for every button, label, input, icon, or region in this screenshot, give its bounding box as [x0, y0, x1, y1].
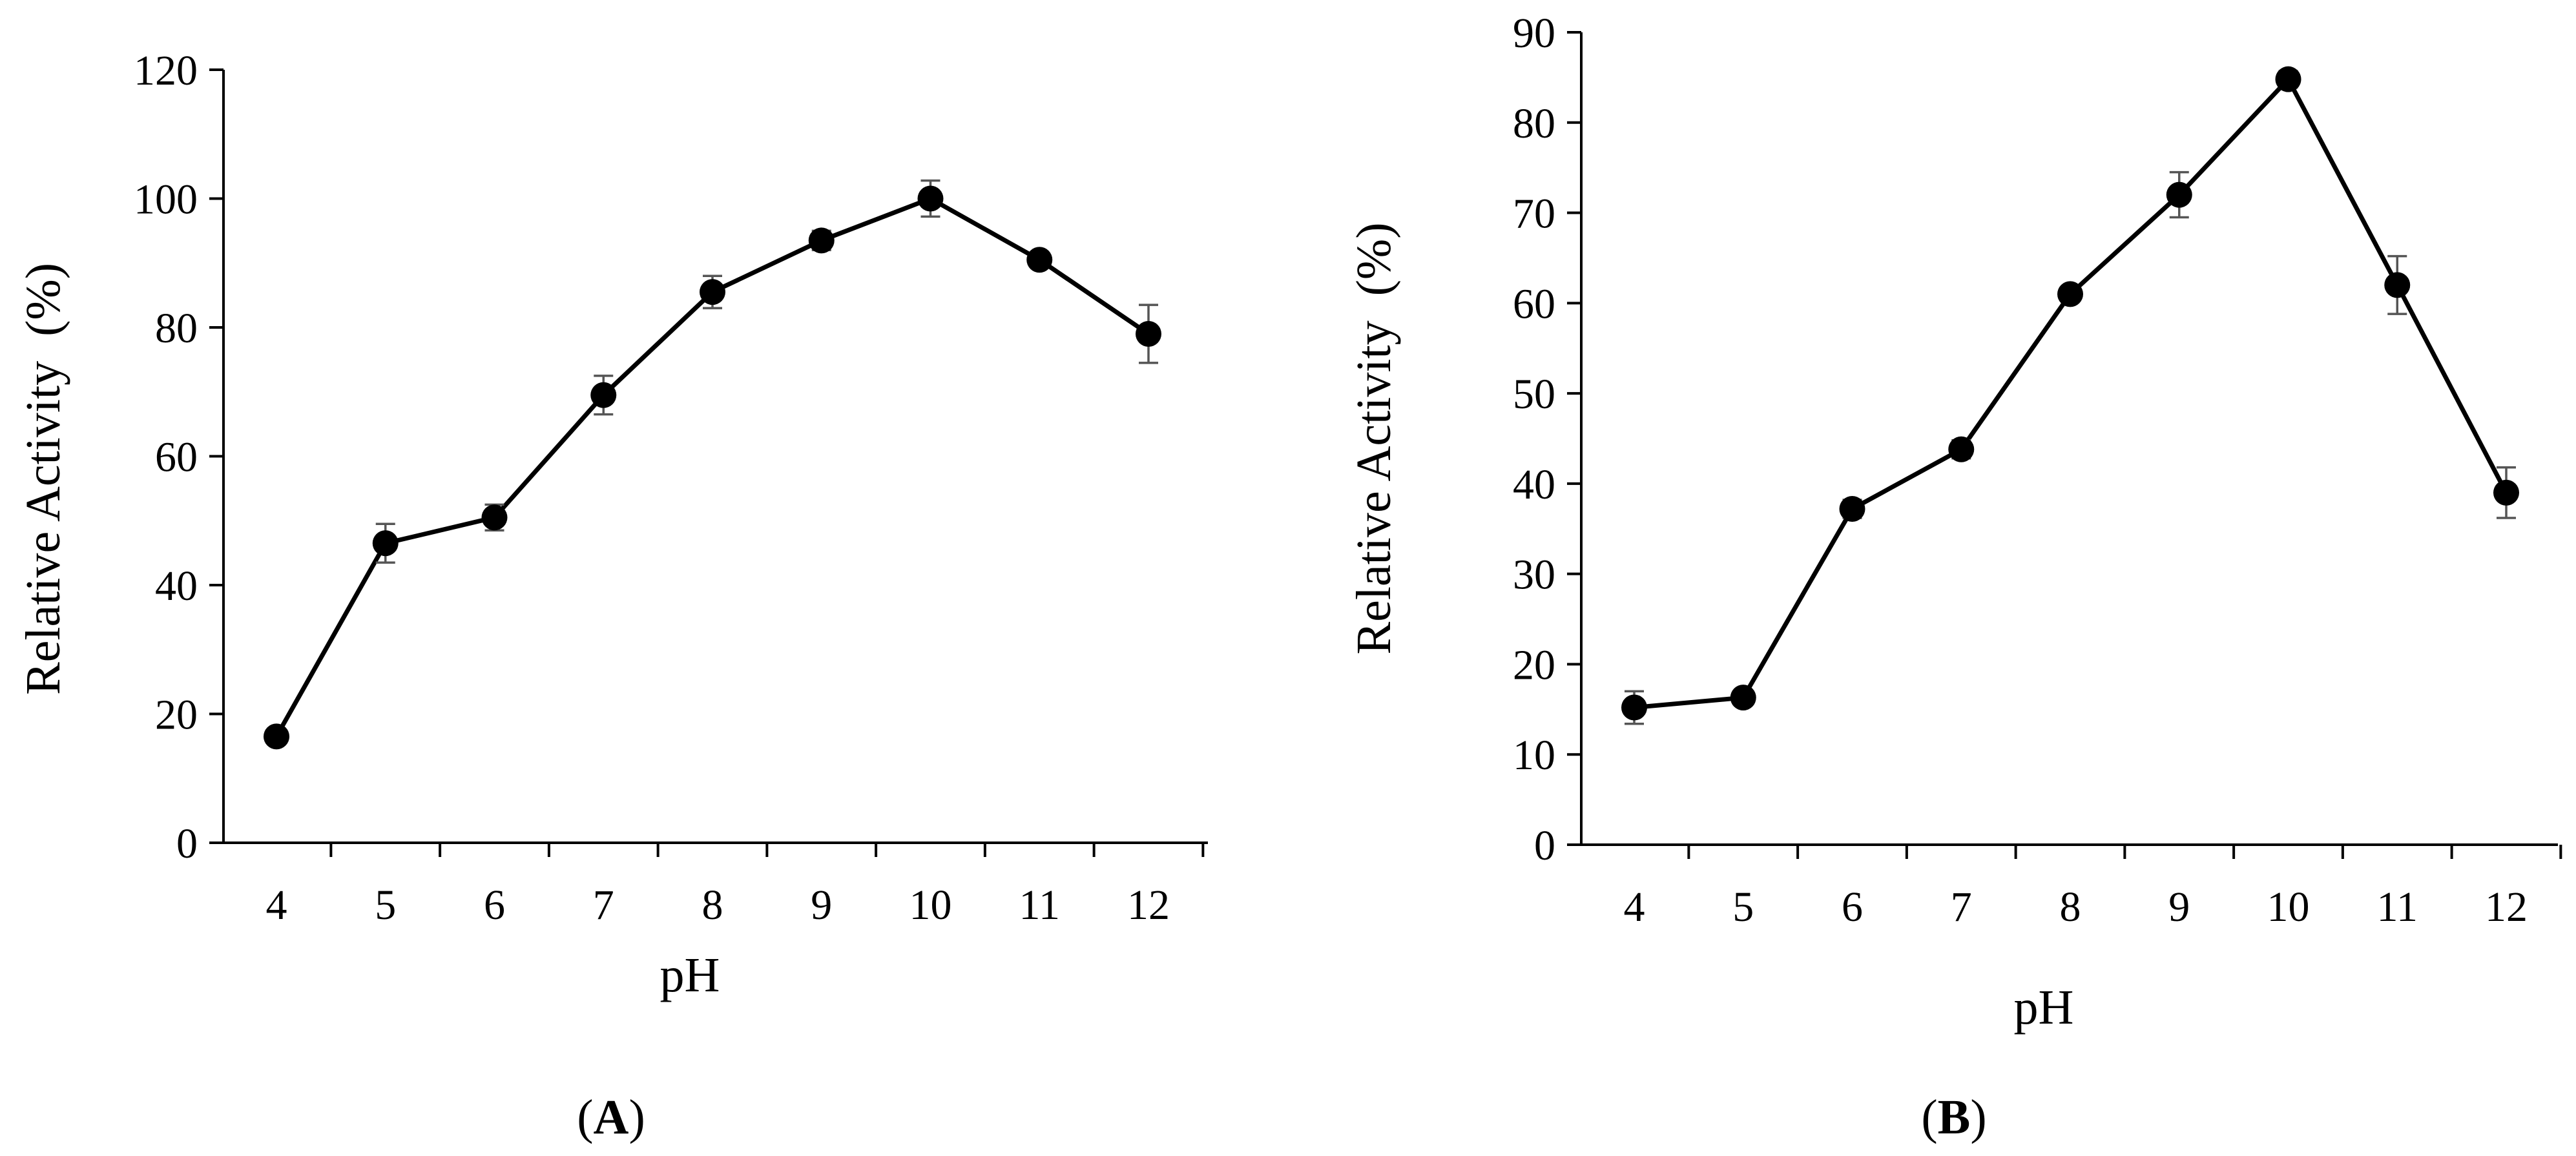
panel-a-y-tick-label: 80: [155, 305, 198, 352]
panel-a-y-tick-label: 120: [134, 47, 198, 94]
panel-b-y-tick-label: 80: [1513, 100, 1555, 147]
panel-b-x-tick-label: 7: [1951, 883, 1972, 931]
panel-a-y-tick-label: 100: [134, 176, 198, 223]
panel-b-data-point: [2057, 281, 2083, 307]
panel-a-y-tick-label: 40: [155, 563, 198, 610]
panel-a-y-tick-label: 20: [155, 692, 198, 739]
panel-b-data-point: [1621, 694, 1647, 721]
panel-a-data-point: [372, 530, 399, 557]
panel-a-x-tick-label: 9: [811, 882, 832, 929]
panel-a-y-tick-label: 60: [155, 434, 198, 481]
panel-a-x-tick-label: 12: [1127, 882, 1170, 929]
panel-b-x-axis-title: pH: [2014, 980, 2074, 1035]
panel-b-y-tick-label: 10: [1513, 732, 1555, 779]
panel-b-data-point: [2275, 66, 2301, 92]
panel-b-x-tick-label: 9: [2168, 883, 2190, 931]
panel-a-label-letter: A: [594, 1090, 629, 1144]
panel-a-x-tick-label: 4: [266, 882, 287, 929]
panel-b-data-point: [1839, 496, 1865, 522]
panel-a-x-tick-label: 8: [702, 882, 723, 929]
panel-b-y-tick-label: 40: [1513, 461, 1555, 508]
panel-a-data-point: [700, 279, 725, 305]
panel-b-label-letter: B: [1938, 1090, 1971, 1144]
panel-b-y-axis-title: Relative Activity (%): [1347, 222, 1401, 654]
panel-b-x-tick-label: 12: [2485, 883, 2528, 931]
panel-b-x-tick-label: 4: [1624, 883, 1645, 931]
panel-b-data-point: [1730, 685, 1756, 711]
panel-a-data-point: [1026, 247, 1053, 273]
panel-b-series-line: [1634, 77, 2509, 710]
panel-a-data-point: [264, 723, 289, 750]
panel-b-data-point: [2166, 181, 2192, 208]
panel-a-y-tick-label: 0: [176, 820, 198, 867]
panel-a-data-point: [917, 185, 944, 212]
panel-b-y-tick-label: 50: [1513, 371, 1555, 418]
panel-b-label: (B): [1921, 1090, 1986, 1144]
panel-a-data-point: [1136, 320, 1161, 347]
panel-a-data-point: [590, 382, 617, 408]
panel-b-chart: 0 10 20 30 40 50 60 70 80 90 4 5 6 7 8 9 10 11 12 pH Relativ…: [1347, 10, 2562, 1144]
panel-b-data-point: [1948, 436, 1975, 462]
panel-a-x-axis-title: pH: [660, 948, 720, 1002]
panel-b-data-point: [2384, 272, 2411, 298]
panel-a-x-tick-label: 11: [1019, 882, 1060, 929]
panel-b-y-tick-label: 70: [1513, 191, 1555, 238]
panel-a-x-tick-label: 7: [593, 882, 614, 929]
panel-a-label: (A): [577, 1090, 645, 1144]
panel-b-x-tick-label: 6: [1842, 883, 1863, 931]
panel-a-x-tick-label: 6: [484, 882, 505, 929]
panel-a-data-point: [481, 504, 508, 531]
panel-a-y-axis-title: Relative Activity (%): [16, 263, 70, 695]
panel-a-x-tick-label: 10: [909, 882, 952, 929]
panel-b-y-tick-label: 30: [1513, 552, 1555, 599]
panel-b-data-point: [2493, 479, 2519, 506]
panel-b-x-tick-label: 5: [1732, 883, 1754, 931]
panel-b-y-tick-label: 90: [1513, 10, 1555, 57]
panel-b-x-tick-label: 8: [2060, 883, 2081, 931]
panel-a-data-point: [808, 227, 835, 254]
panel-a-chart: 0 20 40 60 80 100 120 4 5 6 7 8 9 10 11 12 pH Relative Ac…: [16, 47, 1208, 1144]
panel-b-y-tick-label: 0: [1534, 822, 1555, 869]
panel-b-x-tick-label: 10: [2267, 883, 2310, 931]
panel-b-y-tick-label: 60: [1513, 280, 1555, 327]
panel-b-y-tick-label: 20: [1513, 641, 1555, 688]
panel-b-x-tick-label: 11: [2376, 883, 2418, 931]
panel-a-x-tick-label: 5: [375, 882, 396, 929]
